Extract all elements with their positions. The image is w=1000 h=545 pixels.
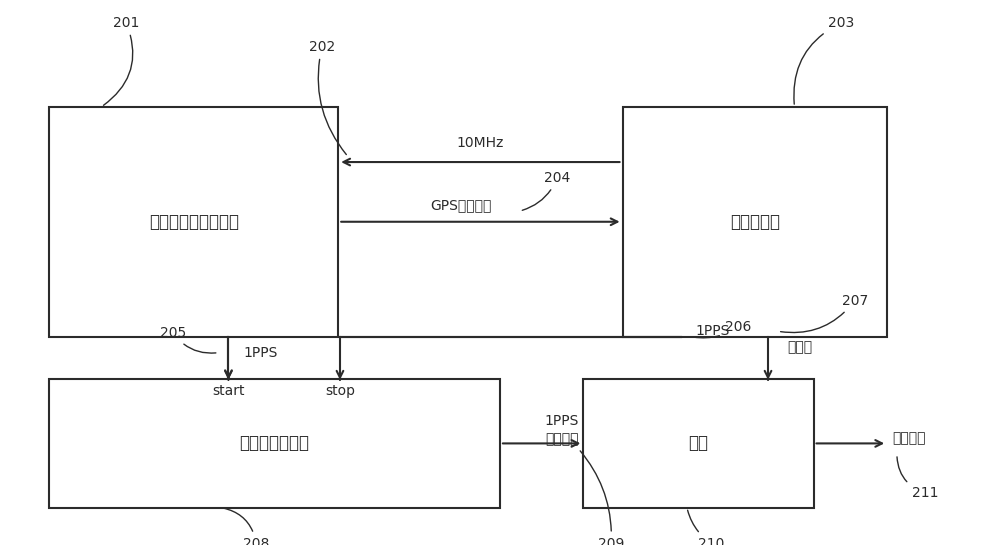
Text: 1PPS: 1PPS <box>243 346 278 360</box>
Text: 1PPS: 1PPS <box>695 324 730 338</box>
Bar <box>49 107 338 337</box>
Text: 硬件延迟: 硬件延迟 <box>892 431 925 445</box>
Text: 208: 208 <box>223 508 269 545</box>
Bar <box>49 379 500 507</box>
Bar <box>622 107 887 337</box>
Text: 卧星导航信号模拟器: 卧星导航信号模拟器 <box>149 213 239 231</box>
Text: 电脑: 电脑 <box>688 434 708 452</box>
Text: start: start <box>212 384 245 398</box>
Text: 210: 210 <box>688 510 725 545</box>
Text: 211: 211 <box>897 457 938 500</box>
Text: 1PPS
时间间隔: 1PPS 时间间隔 <box>544 414 578 446</box>
Text: stop: stop <box>325 384 355 398</box>
Text: 206: 206 <box>693 320 751 338</box>
Text: 10MHz: 10MHz <box>457 136 504 150</box>
Bar <box>583 379 814 507</box>
Text: 207: 207 <box>781 294 868 332</box>
Text: 209: 209 <box>580 451 624 545</box>
Text: 观测值: 观测值 <box>788 340 813 354</box>
Text: 时间间隔计数器: 时间间隔计数器 <box>240 434 310 452</box>
Text: 204: 204 <box>522 171 570 210</box>
Text: 201: 201 <box>103 16 139 105</box>
Text: 授时接收机: 授时接收机 <box>730 213 780 231</box>
Text: 203: 203 <box>794 16 855 104</box>
Text: 205: 205 <box>160 325 216 353</box>
Text: GPS射频信号: GPS射频信号 <box>430 198 491 212</box>
Text: 202: 202 <box>309 40 346 155</box>
